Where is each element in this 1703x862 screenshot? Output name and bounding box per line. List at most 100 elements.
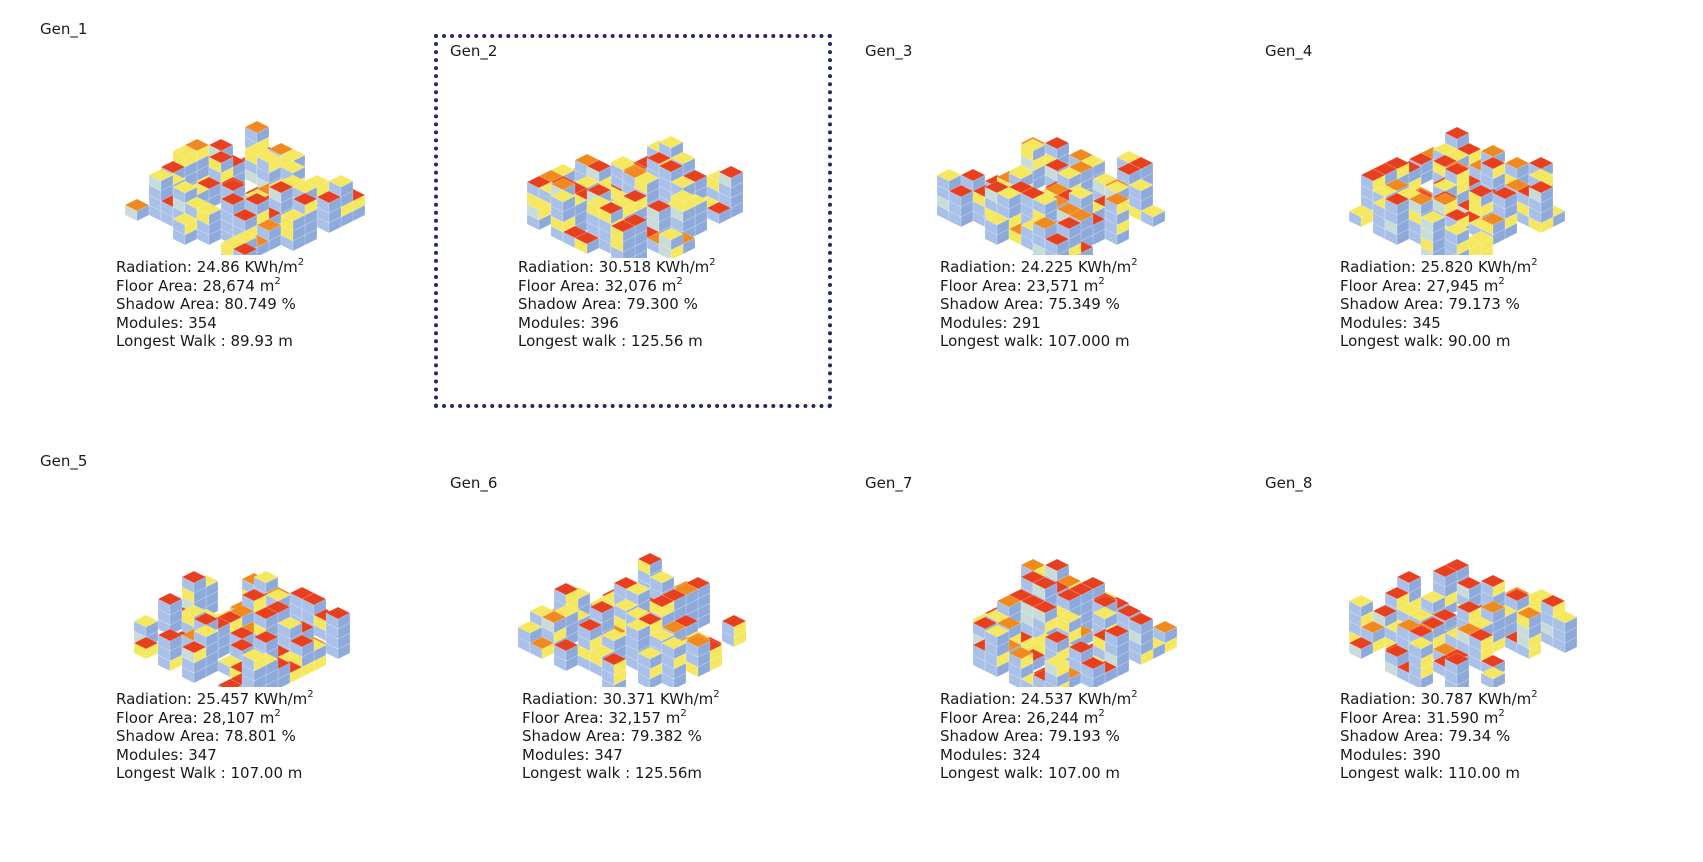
radiation-label: Radiation: (522, 690, 598, 708)
voxel-model-svg (517, 552, 747, 687)
voxel-model-svg (124, 120, 366, 255)
shadow-area-value: 80.749 % (224, 295, 296, 314)
radiation-stat: Radiation: 24.225 KWh/m2 (940, 258, 1138, 277)
voxel-model (927, 65, 1187, 255)
modules-label: Modules: (1340, 313, 1408, 332)
longest-walk-stat: Longest walk: 110.00 m (1340, 764, 1538, 783)
longest-walk-stat: Longest walk: 90.00 m (1340, 332, 1538, 351)
floor-area-unit-exponent: 2 (274, 275, 281, 287)
longest-walk-value: 110.00 m (1448, 764, 1521, 783)
longest-walk-label: Longest walk : (518, 332, 627, 351)
longest-walk-label: Longest Walk : (116, 332, 226, 351)
radiation-stat: Radiation: 24.86 KWh/m2 (116, 258, 304, 277)
generation-stats: Radiation: 30.371 KWh/m2 Floor Area: 32,… (522, 690, 720, 783)
longest-walk-stat: Longest walk : 125.56m (522, 764, 720, 783)
longest-walk-label: Longest walk: (1340, 332, 1444, 351)
generation-stats: Radiation: 25.820 KWh/m2 Floor Area: 27,… (1340, 258, 1538, 351)
floor-area-value: 26,244 m (1026, 708, 1099, 727)
longest-walk-label: Longest walk: (940, 764, 1044, 783)
generation-cell-6[interactable]: Gen_6 Radiation: 30.371 KWh/m2 Floor Are… (400, 452, 800, 862)
selected-generation-frame (434, 34, 832, 408)
longest-walk-label: Longest walk : (522, 764, 631, 783)
radiation-unit-exponent: 2 (297, 257, 305, 268)
floor-area-unit-exponent: 2 (676, 275, 683, 287)
longest-walk-label: Longest walk: (940, 332, 1044, 351)
shadow-area-label: Shadow Area: (518, 295, 622, 314)
voxel-model-svg (936, 136, 1166, 255)
radiation-value: 30.787 KWh/m (1420, 690, 1532, 708)
shadow-area-value: 79.34 % (1448, 727, 1511, 746)
generation-cell-5[interactable]: Gen_5 Radiation: 25.457 KWh/m2 Floor Are… (40, 452, 440, 862)
shadow-area-value: 79.300 % (626, 295, 698, 314)
shadow-area-label: Shadow Area: (940, 727, 1044, 746)
generation-cell-2[interactable]: Gen_2 Radiation: 30.518 KWh/m2 Floor Are… (400, 20, 800, 430)
modules-value: 396 (590, 313, 619, 332)
modules-value: 354 (188, 313, 217, 332)
generation-label: Gen_5 (40, 452, 88, 470)
longest-walk-label: Longest Walk : (116, 764, 226, 783)
shadow-area-label: Shadow Area: (1340, 727, 1444, 746)
longest-walk-stat: Longest walk : 125.56 m (518, 332, 716, 351)
floor-area-value: 28,107 m (202, 708, 275, 727)
modules-value: 390 (1412, 745, 1441, 764)
modules-label: Modules: (116, 313, 184, 332)
radiation-value: 30.371 KWh/m (602, 690, 714, 708)
radiation-stat: Radiation: 30.371 KWh/m2 (522, 690, 720, 709)
radiation-stat: Radiation: 25.457 KWh/m2 (116, 690, 314, 709)
floor-area-stat: Floor Area: 28,107 m2 (116, 708, 314, 728)
generation-label: Gen_8 (1265, 474, 1313, 492)
generation-cell-7[interactable]: Gen_7 Radiation: 24.537 KWh/m2 Floor Are… (830, 452, 1230, 862)
modules-stat: Modules: 390 (1340, 746, 1538, 765)
radiation-value: 24.225 KWh/m (1020, 258, 1132, 276)
generation-cell-3[interactable]: Gen_3 Radiation: 24.225 KWh/m2 Floor Are… (830, 20, 1230, 430)
generation-cell-1[interactable]: Gen_1 Radiation: 24.86 KWh/m2 Floor Area… (40, 20, 440, 430)
longest-walk-value: 90.00 m (1448, 332, 1511, 351)
shadow-area-stat: Shadow Area: 78.801 % (116, 727, 314, 746)
shadow-area-label: Shadow Area: (1340, 295, 1444, 314)
floor-area-label: Floor Area: (1340, 708, 1422, 727)
radiation-stat: Radiation: 30.518 KWh/m2 (518, 258, 716, 277)
modules-label: Modules: (940, 745, 1008, 764)
floor-area-unit-exponent: 2 (1098, 707, 1105, 719)
longest-walk-stat: Longest walk: 107.000 m (940, 332, 1138, 351)
radiation-label: Radiation: (116, 690, 192, 708)
radiation-unit-exponent: 2 (713, 689, 720, 700)
shadow-area-stat: Shadow Area: 80.749 % (116, 295, 304, 314)
generation-cell-8[interactable]: Gen_8 Radiation: 30.787 KWh/m2 Floor Are… (1230, 452, 1630, 862)
radiation-value: 25.457 KWh/m (196, 690, 308, 708)
generation-label: Gen_6 (450, 474, 498, 492)
modules-label: Modules: (518, 313, 586, 332)
floor-area-unit-exponent: 2 (680, 707, 687, 719)
floor-area-value: 23,571 m (1026, 276, 1099, 295)
floor-area-unit-exponent: 2 (1498, 707, 1505, 719)
modules-value: 347 (594, 745, 623, 764)
radiation-unit-exponent: 2 (709, 257, 716, 268)
voxel-model (115, 65, 375, 255)
generation-label: Gen_7 (865, 474, 913, 492)
modules-stat: Modules: 345 (1340, 314, 1538, 333)
voxel-model (112, 497, 372, 687)
modules-label: Modules: (1340, 745, 1408, 764)
longest-walk-stat: Longest Walk : 107.00 m (116, 764, 314, 783)
radiation-stat: Radiation: 24.537 KWh/m2 (940, 690, 1138, 709)
radiation-label: Radiation: (116, 258, 192, 276)
radiation-label: Radiation: (518, 258, 594, 276)
voxel-model-svg (526, 135, 744, 258)
radiation-stat: Radiation: 30.787 KWh/m2 (1340, 690, 1538, 709)
floor-area-unit-exponent: 2 (1098, 275, 1105, 287)
voxel-model (1327, 497, 1587, 687)
radiation-label: Radiation: (1340, 258, 1416, 276)
floor-area-value: 27,945 m (1426, 276, 1499, 295)
floor-area-stat: Floor Area: 31.590 m2 (1340, 707, 1538, 728)
shadow-area-label: Shadow Area: (522, 727, 626, 746)
modules-stat: Modules: 354 (116, 314, 304, 333)
radiation-value: 30.518 KWh/m (598, 258, 710, 276)
floor-area-unit-exponent: 2 (1498, 275, 1505, 287)
modules-value: 324 (1012, 745, 1041, 764)
modules-stat: Modules: 291 (940, 314, 1138, 333)
voxel-model (508, 497, 768, 687)
generation-label: Gen_1 (40, 20, 88, 38)
generation-stats: Radiation: 25.457 KWh/m2 Floor Area: 28,… (116, 690, 314, 783)
floor-area-value: 32,157 m (608, 708, 681, 727)
generation-cell-4[interactable]: Gen_4 Radiation: 25.820 KWh/m2 Floor Are… (1230, 20, 1630, 430)
